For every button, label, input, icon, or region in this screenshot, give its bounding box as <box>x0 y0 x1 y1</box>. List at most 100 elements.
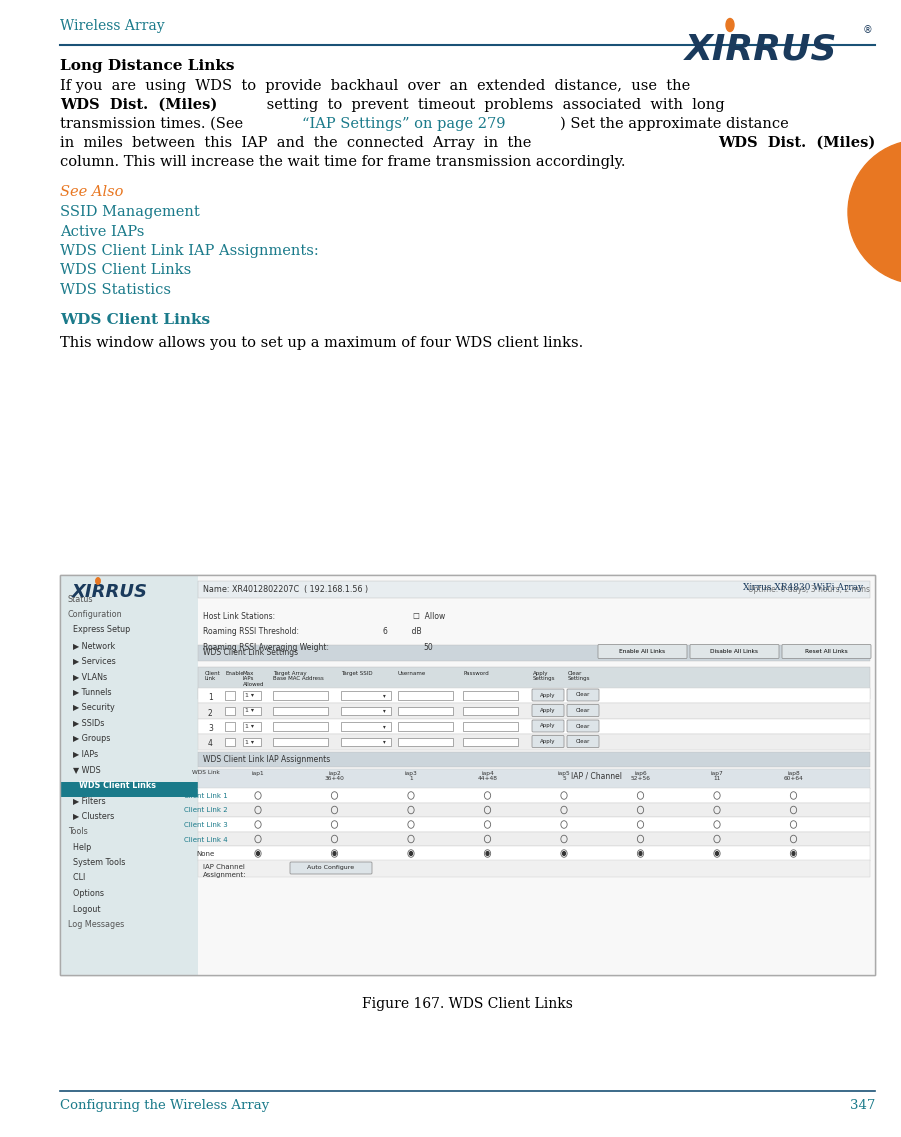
Text: Username: Username <box>398 671 426 675</box>
Text: ☐  Allow: ☐ Allow <box>413 612 445 621</box>
FancyBboxPatch shape <box>198 581 870 598</box>
FancyBboxPatch shape <box>225 706 235 715</box>
Text: ) Set the approximate distance: ) Set the approximate distance <box>560 117 788 132</box>
Text: iap1: iap1 <box>251 771 264 775</box>
Text: ▾: ▾ <box>383 739 386 745</box>
Text: ▶ Clusters: ▶ Clusters <box>68 812 114 821</box>
Text: 2: 2 <box>208 708 213 717</box>
Text: Configuration: Configuration <box>68 609 123 619</box>
Text: IAP Channel
Assignment:: IAP Channel Assignment: <box>203 864 247 878</box>
FancyBboxPatch shape <box>243 738 261 746</box>
Text: Enable: Enable <box>225 671 244 675</box>
Text: Host Link Stations:: Host Link Stations: <box>203 612 275 621</box>
FancyBboxPatch shape <box>398 738 453 746</box>
Text: Disable All Links: Disable All Links <box>711 649 759 654</box>
FancyBboxPatch shape <box>198 846 870 861</box>
Ellipse shape <box>715 852 718 855</box>
FancyBboxPatch shape <box>567 705 599 716</box>
FancyBboxPatch shape <box>243 706 261 715</box>
Text: 1: 1 <box>208 692 213 702</box>
FancyBboxPatch shape <box>532 705 564 716</box>
FancyBboxPatch shape <box>198 769 870 788</box>
Text: ▶ Tunnels: ▶ Tunnels <box>68 688 112 697</box>
Text: Uptime: 0 days, 3 hours, 2 mins: Uptime: 0 days, 3 hours, 2 mins <box>748 586 870 594</box>
Text: Long Distance Links: Long Distance Links <box>60 59 234 73</box>
Text: iap4
44+48: iap4 44+48 <box>478 771 497 781</box>
FancyBboxPatch shape <box>243 722 261 730</box>
Text: “IAP Settings” on page 279: “IAP Settings” on page 279 <box>302 117 505 131</box>
FancyBboxPatch shape <box>463 722 518 730</box>
Text: ▶ IAPs: ▶ IAPs <box>68 749 98 758</box>
Text: Apply: Apply <box>541 723 556 729</box>
Text: 1 ▾: 1 ▾ <box>245 739 254 745</box>
Text: ▶ Groups: ▶ Groups <box>68 735 111 742</box>
Text: 4: 4 <box>208 739 213 748</box>
Text: iap3
1: iap3 1 <box>405 771 417 781</box>
FancyBboxPatch shape <box>198 688 870 703</box>
Text: Apply: Apply <box>541 739 556 744</box>
Text: Max
IAPs
Allowed: Max IAPs Allowed <box>243 671 265 687</box>
Text: Apply
Settings: Apply Settings <box>533 671 556 681</box>
Text: Status: Status <box>68 595 94 604</box>
Text: WDS  Dist.  (Miles): WDS Dist. (Miles) <box>60 98 217 113</box>
FancyBboxPatch shape <box>198 735 870 749</box>
Text: Log Messages: Log Messages <box>68 920 124 929</box>
Text: Roaming RSSI Threshold:: Roaming RSSI Threshold: <box>203 628 299 637</box>
Text: Help: Help <box>68 843 91 852</box>
Text: ▶ SSIDs: ▶ SSIDs <box>68 719 105 728</box>
Text: iap8
60+64: iap8 60+64 <box>784 771 804 781</box>
Text: Options: Options <box>68 889 104 898</box>
Text: XIRRUS: XIRRUS <box>72 583 148 601</box>
Text: Client Link 3: Client Link 3 <box>184 822 228 828</box>
Text: IAP / Channel: IAP / Channel <box>571 772 622 780</box>
Text: Target SSID: Target SSID <box>341 671 373 675</box>
Text: Client Link 4: Client Link 4 <box>184 837 228 843</box>
Text: transmission times. (See: transmission times. (See <box>60 117 248 131</box>
Ellipse shape <box>96 578 100 584</box>
Text: WDS Client Link Settings: WDS Client Link Settings <box>203 648 298 657</box>
Text: WDS Client Link IAP Assignments:: WDS Client Link IAP Assignments: <box>60 244 319 258</box>
Text: 1 ▾: 1 ▾ <box>245 708 254 714</box>
Text: Reset All Links: Reset All Links <box>805 649 848 654</box>
Text: None: None <box>197 850 215 857</box>
FancyBboxPatch shape <box>532 720 564 732</box>
FancyBboxPatch shape <box>225 738 235 746</box>
FancyBboxPatch shape <box>463 691 518 699</box>
FancyBboxPatch shape <box>198 752 870 766</box>
FancyBboxPatch shape <box>341 738 391 746</box>
Text: ▶ Services: ▶ Services <box>68 656 115 665</box>
Wedge shape <box>848 140 901 284</box>
Text: WDS Client Link IAP Assignments: WDS Client Link IAP Assignments <box>203 755 331 764</box>
Text: ▾: ▾ <box>383 692 386 698</box>
Text: Configuring the Wireless Array: Configuring the Wireless Array <box>60 1099 269 1112</box>
Ellipse shape <box>486 852 489 855</box>
Text: iap7
11: iap7 11 <box>711 771 724 781</box>
FancyBboxPatch shape <box>463 706 518 715</box>
Text: SSID Management: SSID Management <box>60 205 200 219</box>
FancyBboxPatch shape <box>60 575 875 976</box>
Text: WDS Client Links: WDS Client Links <box>60 313 210 326</box>
Text: Client
Link: Client Link <box>205 671 221 681</box>
Text: Client Link 1: Client Link 1 <box>184 792 228 799</box>
Text: Name: XR4012802207C  ( 192.168.1.56 ): Name: XR4012802207C ( 192.168.1.56 ) <box>203 586 369 594</box>
FancyBboxPatch shape <box>341 722 391 730</box>
FancyBboxPatch shape <box>198 575 875 976</box>
FancyBboxPatch shape <box>782 645 871 658</box>
FancyBboxPatch shape <box>690 645 779 658</box>
Text: 6          dB: 6 dB <box>383 628 422 637</box>
Text: ▾: ▾ <box>383 708 386 714</box>
Text: Clear
Settings: Clear Settings <box>568 671 590 681</box>
FancyBboxPatch shape <box>198 803 870 818</box>
Text: Tools: Tools <box>68 827 87 836</box>
FancyBboxPatch shape <box>198 788 870 803</box>
FancyBboxPatch shape <box>273 722 328 730</box>
Text: WDS Statistics: WDS Statistics <box>60 283 171 297</box>
Text: iap2
36+40: iap2 36+40 <box>324 771 344 781</box>
Text: iap5
5: iap5 5 <box>558 771 570 781</box>
FancyBboxPatch shape <box>567 689 599 702</box>
Text: Express Setup: Express Setup <box>68 625 131 634</box>
Text: 3: 3 <box>208 724 213 733</box>
Ellipse shape <box>410 852 413 855</box>
Text: Clear: Clear <box>576 739 590 744</box>
FancyBboxPatch shape <box>198 719 870 735</box>
